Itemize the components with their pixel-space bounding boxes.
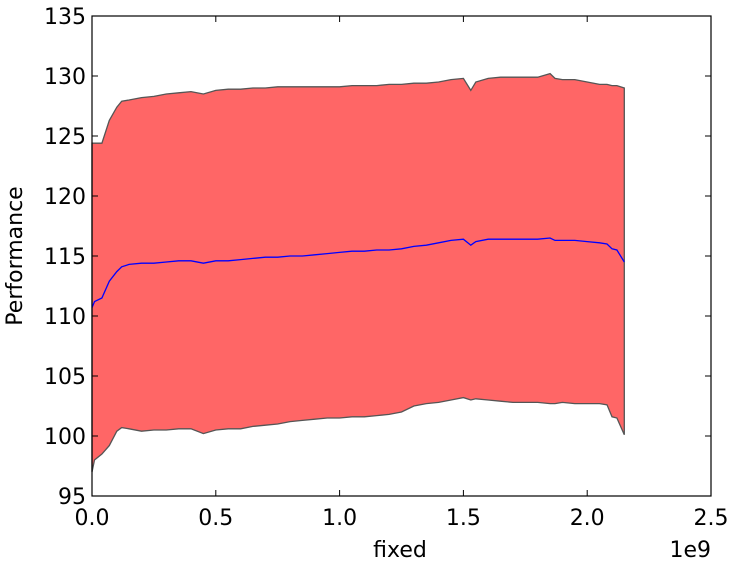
- x-tick-label: 0.5: [198, 506, 233, 531]
- x-axis-label: fixed: [373, 538, 427, 563]
- y-tick-label: 100: [44, 425, 86, 450]
- mean-line: [91, 237, 625, 308]
- x-tick-label: 1.0: [322, 506, 357, 531]
- y-tick-label: 120: [44, 185, 86, 210]
- y-axis: 95 100 105 110 115 120 125 130 135: [44, 5, 711, 510]
- y-tick-label: 110: [44, 305, 86, 330]
- y-tick-label: 115: [44, 245, 86, 270]
- x-tick-label: 2.0: [570, 506, 605, 531]
- x-tick-label: 0.0: [75, 506, 110, 531]
- y-tick-label: 105: [44, 365, 86, 390]
- y-tick-label: 130: [44, 65, 86, 90]
- confidence-band: [91, 72, 625, 473]
- x-tick-label: 1.5: [446, 506, 481, 531]
- x-offset-label: 1e9: [669, 538, 711, 563]
- y-tick-label: 125: [44, 125, 86, 150]
- y-tick-label: 95: [58, 485, 86, 510]
- x-tick-label: 2.5: [694, 506, 729, 531]
- plot-area: [91, 72, 625, 473]
- y-tick-label: 135: [44, 5, 86, 30]
- y-axis-label: Performance: [3, 186, 28, 325]
- x-axis: 0.0 0.5 1.0 1.5 2.0 2.5: [75, 16, 729, 531]
